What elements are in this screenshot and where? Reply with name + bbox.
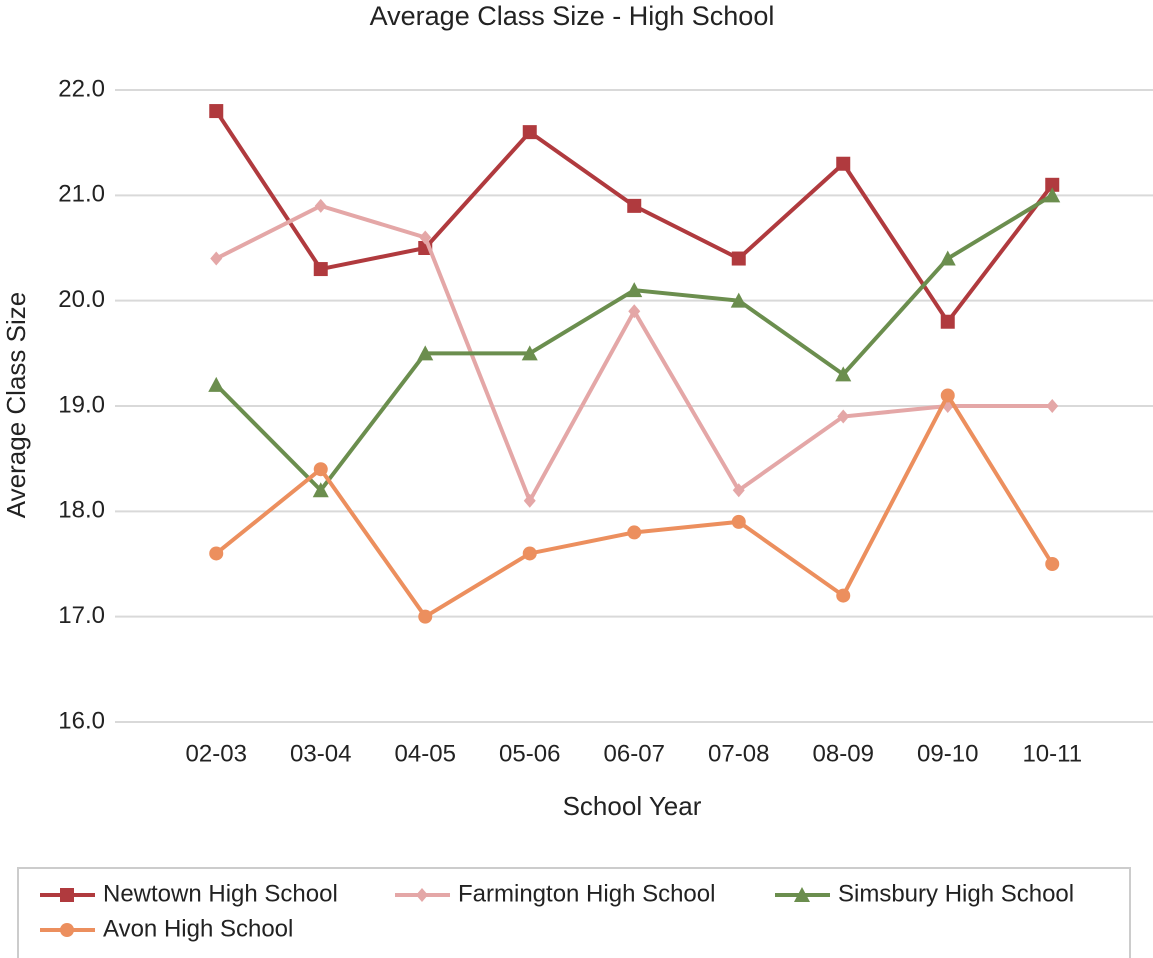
point xyxy=(940,314,955,329)
x-tick-label: 02-03 xyxy=(186,740,247,767)
y-tick-label: 19.0 xyxy=(58,391,105,418)
x-tick-label: 06-07 xyxy=(604,740,665,767)
legend-marker xyxy=(794,887,810,902)
y-tick-label: 18.0 xyxy=(58,497,105,524)
legend-box xyxy=(17,867,1131,958)
y-tick-label: 21.0 xyxy=(58,181,105,208)
point xyxy=(419,230,432,245)
point xyxy=(730,292,747,308)
point xyxy=(939,250,956,266)
series-line xyxy=(214,193,1054,494)
point xyxy=(836,588,851,603)
point xyxy=(731,251,746,266)
y-tick-label: 22.0 xyxy=(58,75,105,102)
point xyxy=(209,104,224,119)
y-tick-label: 17.0 xyxy=(58,602,105,629)
x-tick-label: 05-06 xyxy=(499,740,560,767)
legend-marker xyxy=(60,888,74,902)
point xyxy=(835,366,852,382)
series-line xyxy=(215,203,1053,506)
point xyxy=(626,282,643,298)
point xyxy=(1046,399,1059,413)
point xyxy=(312,482,329,498)
point xyxy=(210,251,223,266)
point xyxy=(627,198,642,213)
x-axis-label: School Year xyxy=(563,791,702,821)
legend-marker xyxy=(60,923,74,937)
point xyxy=(418,609,433,624)
point xyxy=(627,525,642,540)
x-tick-label: 03-04 xyxy=(290,740,351,767)
y-tick-label: 16.0 xyxy=(58,707,105,734)
legend-marker xyxy=(416,888,428,902)
point xyxy=(209,546,224,561)
y-tick-label: 20.0 xyxy=(58,286,105,313)
point xyxy=(314,198,327,213)
point xyxy=(313,262,328,277)
point xyxy=(522,125,537,140)
legend-label: Newtown High School xyxy=(103,880,338,907)
legend-label: Simsbury High School xyxy=(838,880,1074,907)
x-tick-label: 10-11 xyxy=(1022,740,1082,767)
x-tick-label: 08-09 xyxy=(813,740,874,767)
point xyxy=(731,514,746,529)
point xyxy=(836,156,851,171)
y-axis-label: Average Class Size xyxy=(1,292,31,518)
series-line xyxy=(214,391,1054,620)
point xyxy=(522,546,537,561)
point xyxy=(313,462,328,477)
point xyxy=(521,345,538,361)
point xyxy=(940,388,955,403)
point xyxy=(523,493,536,508)
point xyxy=(208,376,225,392)
x-tick-label: 07-08 xyxy=(708,740,769,767)
chart-title: Average Class Size - High School xyxy=(370,1,775,31)
point xyxy=(732,483,745,498)
point xyxy=(837,409,850,424)
legend-label: Farmington High School xyxy=(458,880,715,907)
point xyxy=(1044,187,1061,203)
x-tick-label: 04-05 xyxy=(395,740,456,767)
legend-label: Avon High School xyxy=(103,915,293,942)
point xyxy=(1045,557,1060,571)
point xyxy=(1045,177,1060,192)
point xyxy=(417,345,434,361)
point xyxy=(628,304,641,319)
x-tick-label: 09-10 xyxy=(917,740,978,767)
